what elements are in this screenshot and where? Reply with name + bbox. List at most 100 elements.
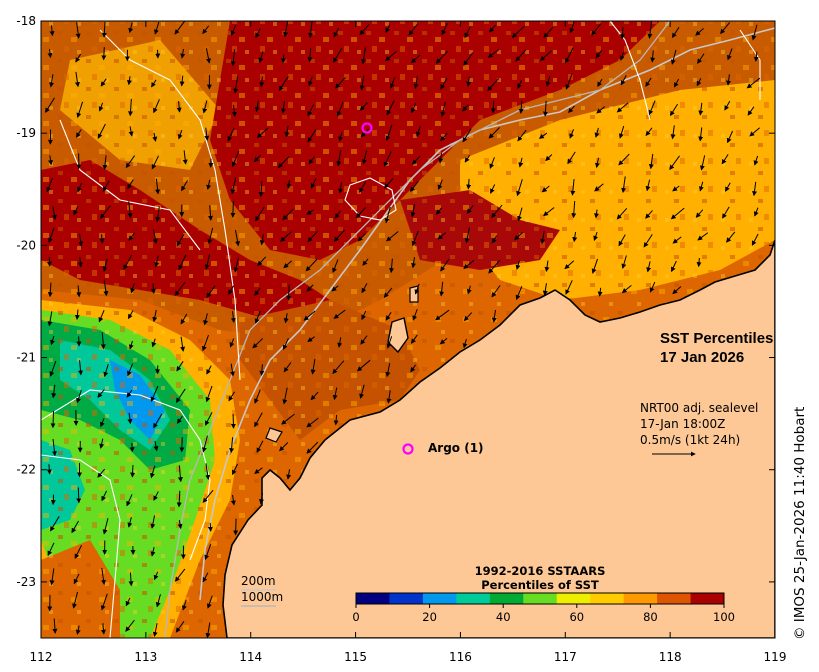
current-vector [155, 178, 161, 195]
current-vector [76, 336, 82, 347]
current-vector [49, 25, 55, 37]
current-vector [491, 235, 498, 244]
current-vector [233, 518, 239, 536]
current-model-label: NRT00 adj. sealevel [640, 401, 758, 415]
current-vector [545, 154, 553, 162]
current-vector [697, 232, 709, 241]
current-vector [515, 260, 521, 271]
current-vector [726, 130, 734, 144]
current-vector [489, 157, 495, 169]
current-vector [569, 21, 575, 34]
current-vector [597, 78, 603, 88]
current-vector [181, 599, 187, 611]
current-vector [515, 49, 527, 62]
current-vector [102, 180, 110, 192]
current-vector [672, 286, 682, 295]
current-vector [545, 76, 551, 87]
current-vector [437, 232, 447, 240]
current-vector [127, 179, 134, 190]
current-vector [306, 209, 314, 215]
current-vector [152, 309, 158, 323]
current-vector [543, 26, 554, 38]
current-vector [306, 284, 314, 292]
current-vector [466, 205, 474, 214]
current-vector [176, 490, 182, 508]
current-vector [361, 310, 367, 321]
current-vector [153, 440, 159, 452]
x-tick-label: 113 [134, 650, 157, 664]
current-vector [698, 181, 704, 192]
current-vector [176, 361, 184, 372]
current-vector [410, 54, 421, 64]
current-vector [283, 313, 289, 324]
argo-float-marker [402, 443, 414, 455]
current-vector [177, 129, 183, 140]
map-title: SST Percentiles 17 Jan 2026 [660, 330, 773, 366]
current-vector [230, 494, 236, 506]
current-vector [648, 153, 654, 170]
current-vector [123, 254, 133, 270]
imos-credit: © IMOS 25-Jan-2026 11:40 Hobart [792, 406, 808, 640]
current-vector [230, 201, 236, 218]
current-vector [202, 25, 210, 35]
current-vector [151, 338, 157, 348]
current-vector [152, 623, 158, 638]
current-vector [154, 255, 160, 268]
current-vector [51, 438, 57, 457]
current-vector [259, 76, 265, 88]
current-vector [415, 125, 421, 137]
current-vector [180, 49, 186, 59]
current-vector [176, 100, 182, 113]
current-vector [47, 282, 53, 298]
current-vector [101, 21, 107, 38]
current-vector [256, 127, 269, 139]
current-vector [621, 284, 632, 294]
current-vector [751, 233, 759, 246]
current-vector [76, 285, 82, 298]
isobath-200m-line [199, 27, 775, 601]
current-vector [152, 229, 158, 244]
current-vector [153, 99, 160, 114]
current-vector [440, 101, 446, 118]
current-vector [515, 285, 523, 301]
current-vector [333, 27, 340, 38]
current-vector [51, 384, 57, 399]
current-vector [385, 312, 392, 321]
current-vector [620, 27, 626, 40]
current-vector [621, 255, 627, 269]
current-vector [76, 487, 82, 504]
current-vector [306, 417, 319, 428]
current-vector [334, 210, 341, 219]
current-vector [464, 26, 471, 39]
current-vector [205, 385, 213, 403]
current-vector [389, 258, 395, 274]
current-vector [491, 204, 503, 219]
current-vector [338, 182, 344, 194]
current-vector [178, 254, 187, 271]
current-vector [46, 177, 53, 193]
current-vector [695, 209, 704, 218]
current-vector [205, 622, 211, 638]
current-vector [51, 205, 57, 221]
current-vector [257, 256, 267, 267]
current-vector [103, 364, 109, 378]
current-vector [286, 179, 292, 189]
current-vector [647, 21, 653, 39]
current-vector [102, 258, 108, 272]
colorbar-swatch [623, 593, 658, 604]
current-vector [751, 24, 758, 41]
current-vector [102, 518, 109, 535]
australia-landmass [222, 239, 775, 638]
current-vector [517, 129, 527, 142]
current-vector [619, 52, 625, 61]
current-vector [202, 100, 208, 114]
current-vector [230, 311, 236, 324]
current-vector [48, 227, 55, 244]
current-vector [180, 313, 188, 325]
current-vector [259, 364, 265, 376]
current-vector [570, 179, 576, 196]
current-vector [280, 231, 292, 242]
current-vector [440, 258, 450, 272]
current-vector [150, 283, 156, 294]
current-vector [337, 337, 343, 348]
